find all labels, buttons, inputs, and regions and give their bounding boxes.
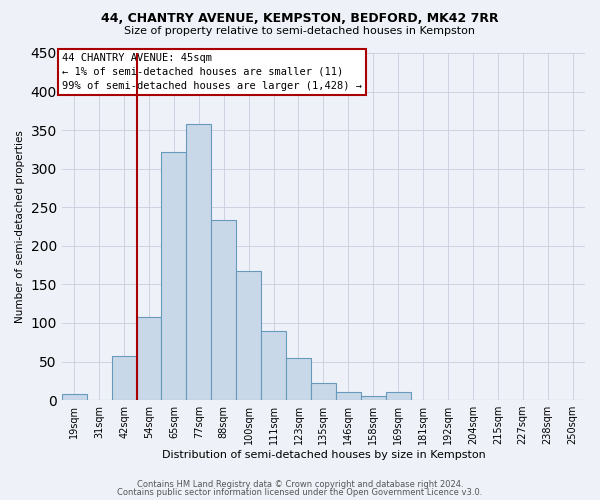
- Y-axis label: Number of semi-detached properties: Number of semi-detached properties: [15, 130, 25, 323]
- Bar: [211, 220, 236, 400]
- Bar: [62, 394, 87, 400]
- Bar: [161, 152, 187, 400]
- Text: Contains HM Land Registry data © Crown copyright and database right 2024.: Contains HM Land Registry data © Crown c…: [137, 480, 463, 489]
- Bar: [261, 330, 286, 400]
- Bar: [187, 124, 211, 400]
- Bar: [336, 392, 361, 400]
- Bar: [311, 383, 336, 400]
- Text: Size of property relative to semi-detached houses in Kempston: Size of property relative to semi-detach…: [125, 26, 476, 36]
- Text: Contains public sector information licensed under the Open Government Licence v3: Contains public sector information licen…: [118, 488, 482, 497]
- Bar: [112, 356, 137, 400]
- Bar: [137, 317, 161, 400]
- X-axis label: Distribution of semi-detached houses by size in Kempston: Distribution of semi-detached houses by …: [161, 450, 485, 460]
- Bar: [361, 396, 386, 400]
- Bar: [386, 392, 410, 400]
- Text: 44, CHANTRY AVENUE, KEMPSTON, BEDFORD, MK42 7RR: 44, CHANTRY AVENUE, KEMPSTON, BEDFORD, M…: [101, 12, 499, 26]
- Bar: [286, 358, 311, 400]
- Bar: [236, 270, 261, 400]
- Text: 44 CHANTRY AVENUE: 45sqm
← 1% of semi-detached houses are smaller (11)
99% of se: 44 CHANTRY AVENUE: 45sqm ← 1% of semi-de…: [62, 53, 362, 91]
